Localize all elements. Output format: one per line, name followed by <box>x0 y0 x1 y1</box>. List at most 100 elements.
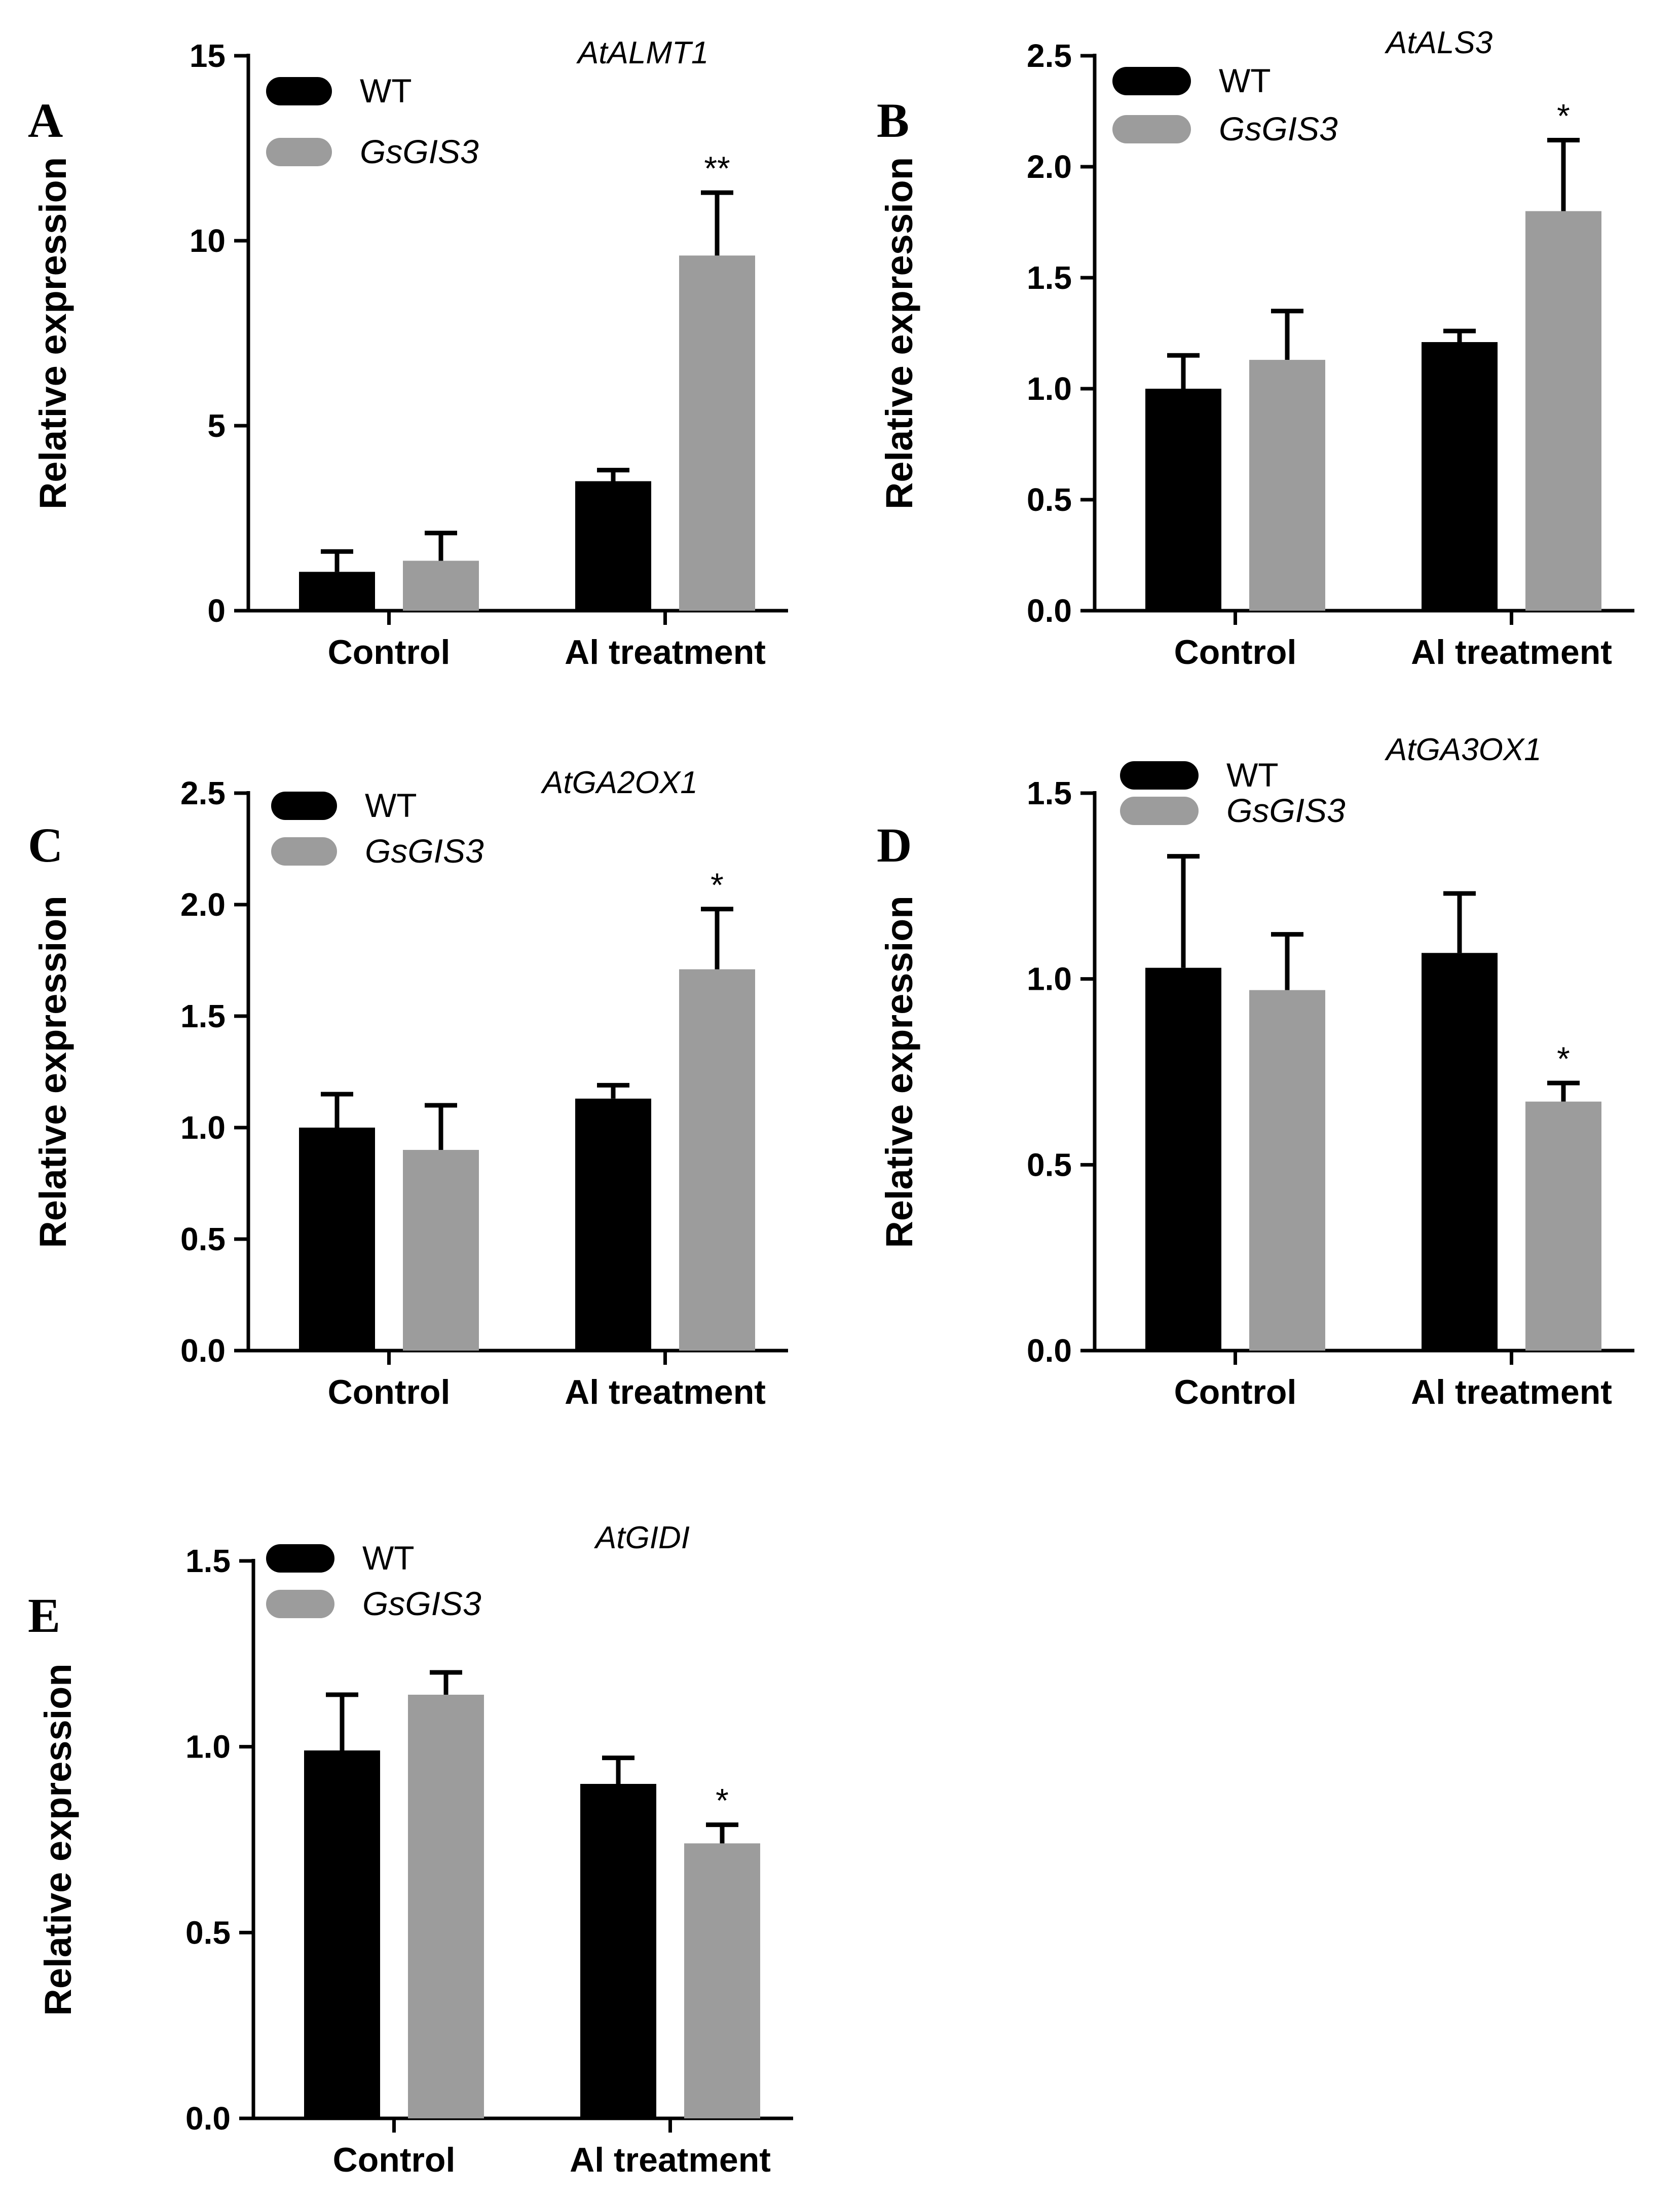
y-tick-label: 2.5 <box>180 775 226 811</box>
x-tick-label: Al treatment <box>565 633 766 671</box>
x-tick-label: Control <box>1174 1373 1297 1411</box>
bar-wt-control <box>304 1750 380 2118</box>
panel-letter: A <box>28 93 63 147</box>
panel-letter: C <box>28 818 63 872</box>
bar-wt-al-treatment <box>1422 342 1498 611</box>
legend-label-wt: WT <box>365 787 417 824</box>
legend-label-gsgis3: GsGIS3 <box>1226 792 1346 829</box>
bar-wt-control <box>299 572 375 611</box>
y-tick-label: 2.0 <box>1027 148 1072 185</box>
legend-label-wt: WT <box>1226 756 1279 794</box>
legend-label-wt: WT <box>1219 62 1271 99</box>
y-axis-title: Relative expression <box>32 157 74 509</box>
y-tick-label: 0.0 <box>1027 1332 1072 1369</box>
y-tick-label: 15 <box>190 38 226 74</box>
x-tick-label: Control <box>328 633 451 671</box>
x-tick-label: Al treatment <box>1411 633 1612 671</box>
panel-letter: B <box>877 93 909 147</box>
bar-gsgis3-control <box>1249 990 1325 1351</box>
y-tick-label: 1.5 <box>185 1543 231 1579</box>
legend-swatch-gsgis3 <box>271 837 337 866</box>
y-axis-title: Relative expression <box>878 157 920 509</box>
bar-wt-al-treatment <box>1422 953 1498 1351</box>
chart-title: AtGA2OX1 <box>540 765 698 800</box>
y-tick-label: 2.5 <box>1027 38 1072 74</box>
legend-label-gsgis3: GsGIS3 <box>360 133 479 170</box>
bar-wt-al-treatment <box>575 481 651 611</box>
y-tick-label: 0.0 <box>185 2100 231 2137</box>
legend-label-gsgis3: GsGIS3 <box>362 1585 481 1622</box>
legend-swatch-wt <box>1112 67 1191 95</box>
y-tick-label: 1.0 <box>180 1109 226 1146</box>
legend-label-gsgis3: GsGIS3 <box>365 832 484 870</box>
bar-wt-control <box>299 1128 375 1351</box>
y-axis-title: Relative expression <box>878 895 920 1248</box>
panel-c: C AtGA2OX1 Relative expression 0.0 0.5 1.0 1.5… <box>28 765 788 1411</box>
x-tick-label: Al treatment <box>565 1373 766 1411</box>
y-tick-label: 0.5 <box>1027 1146 1072 1183</box>
bar-wt-control <box>1145 389 1221 611</box>
significance-mark: * <box>716 1782 729 1819</box>
y-tick-label: 1.5 <box>1027 775 1072 811</box>
bar-gsgis3-control <box>408 1695 484 2118</box>
panel-e: E AtGIDI Relative expression 0.0 0.5 1.0 1.5 Co… <box>28 1520 793 2179</box>
panel-letter: E <box>28 1588 60 1643</box>
x-tick-label: Al treatment <box>1411 1373 1612 1411</box>
significance-mark: ** <box>704 150 730 187</box>
panel-a: A AtALMT1 Relative expression 0 5 10 15 Control… <box>28 35 788 671</box>
bar-gsgis3-control <box>403 1150 479 1351</box>
x-tick-label: Control <box>333 2141 456 2179</box>
bar-wt-al-treatment <box>580 1784 656 2118</box>
bar-gsgis3-al-treatment <box>679 969 755 1351</box>
y-tick-label: 0.5 <box>1027 481 1072 518</box>
chart-title: AtALMT1 <box>576 35 708 70</box>
bar-gsgis3-al-treatment <box>1525 1101 1601 1351</box>
bar-wt-control <box>1145 967 1221 1351</box>
y-tick-label: 0.0 <box>180 1332 226 1369</box>
legend-label-gsgis3: GsGIS3 <box>1219 110 1338 147</box>
y-axis-title: Relative expression <box>32 895 74 1248</box>
panel-d: D AtGA3OX1 Relative expression 0.0 0.5 1.0 1.5… <box>877 732 1634 1411</box>
panel-b: B AtALS3 Relative expression 0.0 0.5 1.0 1.5 2.… <box>877 25 1634 671</box>
bar-gsgis3-al-treatment <box>1525 211 1601 611</box>
y-tick-label: 0.5 <box>180 1221 226 1257</box>
y-tick-label: 0.5 <box>185 1914 231 1951</box>
bar-gsgis3-control <box>1249 360 1325 611</box>
legend-label-wt: WT <box>362 1539 415 1577</box>
bar-gsgis3-al-treatment <box>679 255 755 611</box>
legend-swatch-gsgis3 <box>1120 797 1199 825</box>
significance-mark: * <box>1557 1040 1570 1077</box>
legend-label-wt: WT <box>360 72 412 109</box>
legend-swatch-wt <box>271 792 337 820</box>
x-tick-label: Al treatment <box>570 2141 771 2179</box>
y-tick-label: 0.0 <box>1027 592 1072 629</box>
y-tick-label: 1.5 <box>180 998 226 1034</box>
legend-swatch-gsgis3 <box>266 1590 334 1618</box>
y-tick-label: 10 <box>190 222 226 259</box>
bar-gsgis3-control <box>403 561 479 611</box>
y-tick-label: 1.0 <box>1027 961 1072 997</box>
x-tick-label: Control <box>1174 633 1297 671</box>
y-tick-label: 1.0 <box>1027 370 1072 407</box>
legend-swatch-wt <box>1120 761 1199 790</box>
legend-swatch-wt <box>266 77 332 105</box>
legend-swatch-gsgis3 <box>1112 115 1191 143</box>
y-tick-label: 0 <box>207 592 226 629</box>
y-tick-label: 5 <box>207 407 226 444</box>
chart-title: AtGA3OX1 <box>1384 732 1542 767</box>
y-tick-label: 1.0 <box>185 1729 231 1765</box>
x-tick-label: Control <box>328 1373 451 1411</box>
legend-swatch-wt <box>266 1544 334 1573</box>
significance-mark: * <box>711 866 724 904</box>
bar-wt-al-treatment <box>575 1098 651 1351</box>
y-tick-label: 1.5 <box>1027 259 1072 296</box>
chart-title: AtALS3 <box>1384 25 1492 60</box>
y-axis-title: Relative expression <box>37 1663 79 2016</box>
panel-letter: D <box>877 818 912 872</box>
legend-swatch-gsgis3 <box>266 138 332 166</box>
bar-gsgis3-al-treatment <box>684 1843 760 2118</box>
chart-title: AtGIDI <box>593 1520 690 1555</box>
significance-mark: * <box>1557 97 1570 134</box>
y-tick-label: 2.0 <box>180 886 226 923</box>
